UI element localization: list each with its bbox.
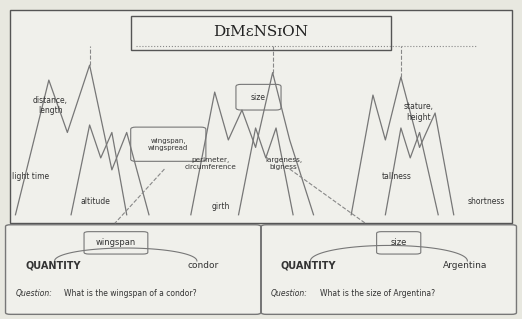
FancyBboxPatch shape [262, 225, 516, 314]
Text: size: size [390, 238, 407, 247]
Text: tallness: tallness [382, 172, 411, 181]
Text: wingspan: wingspan [96, 238, 136, 247]
Text: girth: girth [212, 202, 230, 211]
Text: Argentina: Argentina [443, 261, 487, 270]
Text: perimeter,
circumference: perimeter, circumference [185, 157, 237, 170]
FancyBboxPatch shape [236, 84, 281, 110]
Text: largeness,
bigness: largeness, bigness [265, 157, 302, 170]
Text: Question:: Question: [15, 289, 52, 298]
Text: What is the wingspan of a condor?: What is the wingspan of a condor? [64, 289, 197, 298]
Text: wingspan,
wingspread: wingspan, wingspread [148, 138, 188, 151]
Text: stature,
height: stature, height [404, 102, 434, 122]
Text: QUANTITY: QUANTITY [281, 260, 337, 270]
Text: Question:: Question: [271, 289, 308, 298]
Text: altitude: altitude [81, 197, 111, 206]
FancyBboxPatch shape [130, 127, 206, 161]
Text: What is the size of Argentina?: What is the size of Argentina? [320, 289, 435, 298]
FancyBboxPatch shape [130, 16, 392, 50]
FancyBboxPatch shape [376, 232, 421, 254]
Text: size: size [251, 93, 266, 102]
Text: shortness: shortness [468, 197, 505, 206]
Text: QUANTITY: QUANTITY [25, 260, 81, 270]
FancyBboxPatch shape [84, 232, 148, 254]
FancyBboxPatch shape [6, 225, 260, 314]
FancyBboxPatch shape [10, 10, 512, 223]
Text: light time: light time [12, 172, 49, 181]
Text: distance,
length: distance, length [33, 96, 68, 115]
Text: DɪMɛNSɪON: DɪMɛNSɪON [213, 25, 309, 39]
Text: condor: condor [187, 261, 218, 270]
